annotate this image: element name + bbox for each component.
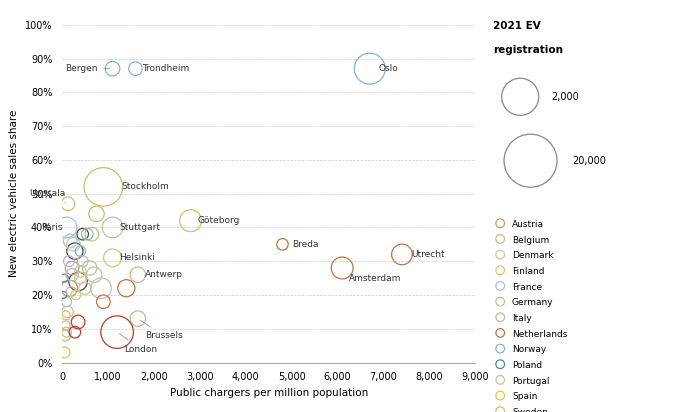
Point <box>60 322 71 329</box>
Text: Uppsala: Uppsala <box>30 189 65 203</box>
Text: Spain: Spain <box>512 392 537 401</box>
Text: 2,000: 2,000 <box>551 92 579 102</box>
Point <box>277 241 288 248</box>
Point <box>65 238 76 244</box>
Point <box>79 285 90 292</box>
Point <box>86 231 97 237</box>
Point <box>82 231 93 237</box>
Text: Stuttgart: Stuttgart <box>119 223 161 232</box>
Point <box>58 292 69 298</box>
Text: registration: registration <box>493 45 563 55</box>
Point <box>70 292 81 298</box>
Point <box>59 275 70 281</box>
Point <box>75 268 86 275</box>
Point <box>185 218 196 224</box>
Point <box>72 278 83 285</box>
Text: Brussels: Brussels <box>140 320 183 340</box>
Point <box>364 66 376 72</box>
Text: Sweden: Sweden <box>512 408 548 412</box>
Text: Portugal: Portugal <box>512 377 549 386</box>
Text: Denmark: Denmark <box>512 251 553 260</box>
Point <box>60 312 71 318</box>
Text: France: France <box>512 283 542 292</box>
Point <box>84 265 95 271</box>
Text: Oslo: Oslo <box>379 64 399 73</box>
Text: Norway: Norway <box>512 345 546 354</box>
Text: 20,000: 20,000 <box>572 156 606 166</box>
Point <box>60 332 71 339</box>
Point <box>77 258 88 265</box>
Point <box>75 275 86 281</box>
Text: Netherlands: Netherlands <box>512 330 567 339</box>
Point <box>337 265 348 271</box>
Text: Breda: Breda <box>291 240 318 249</box>
Point <box>98 298 109 305</box>
Point <box>61 298 72 305</box>
Text: 2021 EV: 2021 EV <box>493 21 540 30</box>
Point <box>63 201 74 207</box>
Point <box>68 241 79 248</box>
Point <box>61 224 72 231</box>
Point <box>70 329 81 335</box>
Point <box>132 315 143 322</box>
Text: Göteborg: Göteborg <box>198 216 240 225</box>
Point <box>67 272 78 278</box>
Point <box>65 288 76 295</box>
Point <box>75 248 86 254</box>
Point <box>63 258 74 265</box>
Point <box>130 66 141 72</box>
Point <box>98 184 109 190</box>
Text: London: London <box>119 334 157 353</box>
Point <box>70 248 81 254</box>
Point <box>77 231 88 237</box>
Y-axis label: New electric vehicle sales share: New electric vehicle sales share <box>9 110 19 277</box>
Point <box>72 319 83 325</box>
Point <box>61 329 72 335</box>
Point <box>64 285 75 292</box>
Text: Trondheim: Trondheim <box>143 64 189 73</box>
Text: Utrecht: Utrecht <box>411 250 444 259</box>
Point <box>107 66 118 72</box>
Text: Amsterdam: Amsterdam <box>349 274 402 283</box>
Point <box>132 272 143 278</box>
Text: Finland: Finland <box>512 267 544 276</box>
Point <box>62 309 73 315</box>
Point <box>396 251 407 258</box>
Point <box>112 329 123 335</box>
Point <box>107 224 118 231</box>
Point <box>59 349 70 356</box>
Point <box>67 265 78 271</box>
Text: Bergen: Bergen <box>65 64 110 73</box>
Text: Italy: Italy <box>512 314 532 323</box>
Text: Stockholm: Stockholm <box>122 183 169 192</box>
Text: Poland: Poland <box>512 361 542 370</box>
Text: Helsinki: Helsinki <box>119 253 155 262</box>
Text: Antwerp: Antwerp <box>145 270 183 279</box>
Point <box>91 211 102 217</box>
Point <box>121 285 132 292</box>
Point <box>89 272 100 278</box>
Text: Belgium: Belgium <box>512 236 549 245</box>
Text: Austria: Austria <box>512 220 544 229</box>
Text: Paris: Paris <box>41 223 63 232</box>
Point <box>107 255 118 261</box>
Point <box>96 285 107 292</box>
Text: Germany: Germany <box>512 298 553 307</box>
X-axis label: Public chargers per million population: Public chargers per million population <box>169 388 368 398</box>
